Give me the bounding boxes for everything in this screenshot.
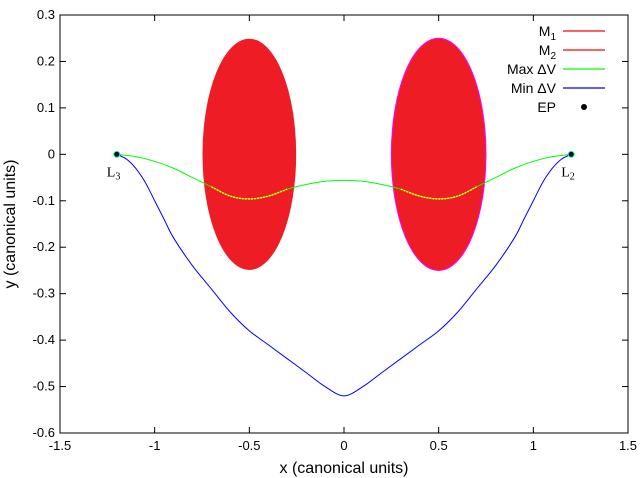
x-axis-label: x (canonical units) [280,460,409,477]
series-line-min-dv [116,153,572,397]
y-tick-label: 0.2 [37,53,55,68]
legend-label: Min ΔV [511,80,557,96]
y-tick-label: -0.6 [33,425,55,440]
y-tick-label: -0.4 [33,332,55,347]
region-m1 [201,37,298,271]
x-tick-label: -0.5 [238,438,260,453]
legend-label: M2 [539,42,557,62]
points-layer: L3 L2 [107,150,575,182]
equilibrium-point-l2 [567,150,575,158]
legend-label: Max ΔV [507,61,557,77]
series-layer [116,153,572,397]
region-m2 [390,37,487,271]
x-tick-label: -1 [149,438,161,453]
series-line-max-dv [116,153,572,200]
y-axis-label: y (canonical units) [2,160,19,289]
legend-label: EP [537,99,556,115]
equilibrium-point-l3 [113,150,121,158]
x-tick-label: 1 [530,438,537,453]
series-overlap-1 [211,186,288,200]
plot-frame [59,14,629,434]
x-tick-label: 1.5 [619,438,637,453]
y-tick-label: -0.2 [33,239,55,254]
y-tick-label: 0.3 [37,7,55,22]
y-tick-label: -0.3 [33,286,55,301]
legend-point-sample [581,104,587,110]
y-tick-label: 0.1 [37,100,55,115]
legend-label: M1 [539,23,557,43]
point-label-l2: L2 [561,165,575,182]
y-tick-label: -0.5 [33,379,55,394]
x-tick-label: 0 [340,438,347,453]
ticks-layer: -1.5 -1 -0.5 0 0.5 1 1.5 0.3 0.2 0.1 0 -0.1 -0.2 -0.3… [33,7,637,453]
x-tick-label: 0.5 [430,438,448,453]
y-tick-label: 0 [48,146,55,161]
series-overlap-2 [400,186,477,200]
point-label-l3: L3 [107,165,121,182]
y-tick-label: -0.1 [33,193,55,208]
regions-layer [201,37,487,271]
x-tick-label: -1.5 [49,438,71,453]
